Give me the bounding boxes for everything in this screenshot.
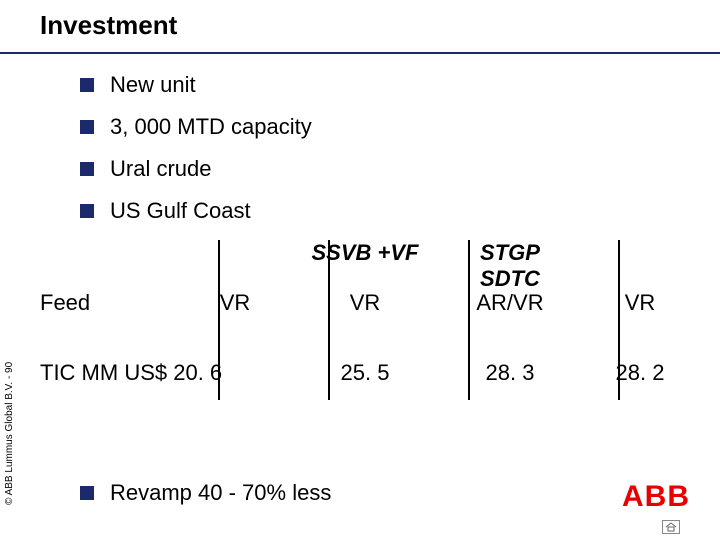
bullet-list: New unit 3, 000 MTD capacity Ural crude … xyxy=(80,72,640,240)
table-row: TIC MM US$ 20. 6 25. 5 28. 3 28. 2 xyxy=(40,360,680,400)
table-cell: 25. 5 xyxy=(310,360,420,386)
list-item: New unit xyxy=(80,72,640,98)
bullet-text: New unit xyxy=(110,72,196,98)
table-cell: VR xyxy=(310,290,420,316)
data-table: SSVB +VF STGP SDTC Feed VR VR AR/VR VR T… xyxy=(40,240,680,400)
table-cell: 28. 2 xyxy=(600,360,680,386)
table-divider xyxy=(618,240,620,400)
logo-letter: B xyxy=(645,480,666,514)
page-title: Investment xyxy=(40,10,177,41)
list-item: US Gulf Coast xyxy=(80,198,640,224)
bullet-icon xyxy=(80,204,94,218)
bullet-icon xyxy=(80,486,94,500)
home-icon[interactable] xyxy=(662,520,680,534)
row-label: Feed xyxy=(40,290,180,316)
bullet-icon xyxy=(80,162,94,176)
list-item: Revamp 40 - 70% less xyxy=(80,480,331,506)
row-label: TIC MM US$ 20. 6 xyxy=(40,360,260,386)
logo-letter: A xyxy=(622,480,643,514)
title-underline xyxy=(0,52,720,54)
copyright-text: © ABB Lummus Global B.V. - 90 xyxy=(4,362,15,505)
table-cell: VR xyxy=(190,290,280,316)
table-cell: VR xyxy=(600,290,680,316)
table-row: Feed VR VR AR/VR VR xyxy=(40,290,680,330)
table-divider xyxy=(468,240,470,400)
bullet-icon xyxy=(80,78,94,92)
bullet-text: US Gulf Coast xyxy=(110,198,251,224)
table-header-row: SSVB +VF STGP SDTC xyxy=(40,240,680,280)
bullet-text: Ural crude xyxy=(110,156,211,182)
list-item: 3, 000 MTD capacity xyxy=(80,114,640,140)
bullet-text: Revamp 40 - 70% less xyxy=(110,480,331,506)
logo-letter: B xyxy=(667,480,688,514)
list-item: Ural crude xyxy=(80,156,640,182)
table-divider xyxy=(328,240,330,400)
col-header: SSVB +VF xyxy=(310,240,420,266)
bullet-icon xyxy=(80,120,94,134)
abb-logo: A B B xyxy=(622,480,688,514)
bullet-text: 3, 000 MTD capacity xyxy=(110,114,312,140)
table-divider xyxy=(218,240,220,400)
